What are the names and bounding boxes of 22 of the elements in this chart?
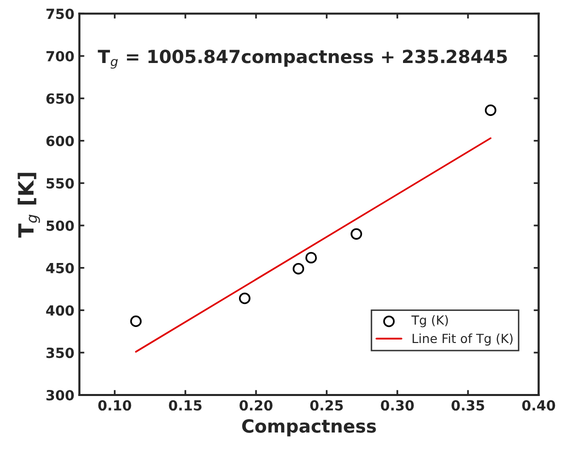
legend-label: Tg (K)	[411, 315, 448, 328]
annotation: T$_{g}$ = 1005.847compactness + 235.28445	[98, 50, 507, 69]
y-tick-label: 750	[46, 8, 74, 20]
y-tick-label: 300	[46, 390, 74, 400]
x-axis-title: Compactness	[242, 419, 376, 436]
x-tick-label: 0.35	[452, 400, 484, 411]
x-tick-label: 0.15	[168, 400, 202, 411]
legend-label: Line Fit of Tg (K)	[412, 333, 513, 346]
y-tick-label: 650	[46, 93, 74, 104]
y-tick-label: 450	[46, 262, 74, 274]
x-tick-label: 0.10	[98, 400, 132, 411]
y-axis-title: T$_{g}$ [K]	[18, 172, 40, 238]
y-tick-label: 350	[46, 348, 74, 358]
y-tick-label: 600	[46, 136, 74, 146]
x-tick-label: 0.20	[240, 400, 272, 411]
x-tick-label: 0.30	[380, 400, 414, 411]
x-tick-label: 0.40	[522, 400, 556, 411]
y-tick-label: 700	[46, 50, 74, 62]
y-tick-label: 500	[46, 220, 74, 231]
y-tick-label: 550	[46, 178, 74, 189]
x-tick-label: 0.25	[310, 400, 343, 411]
y-tick-label: 400	[46, 305, 74, 316]
